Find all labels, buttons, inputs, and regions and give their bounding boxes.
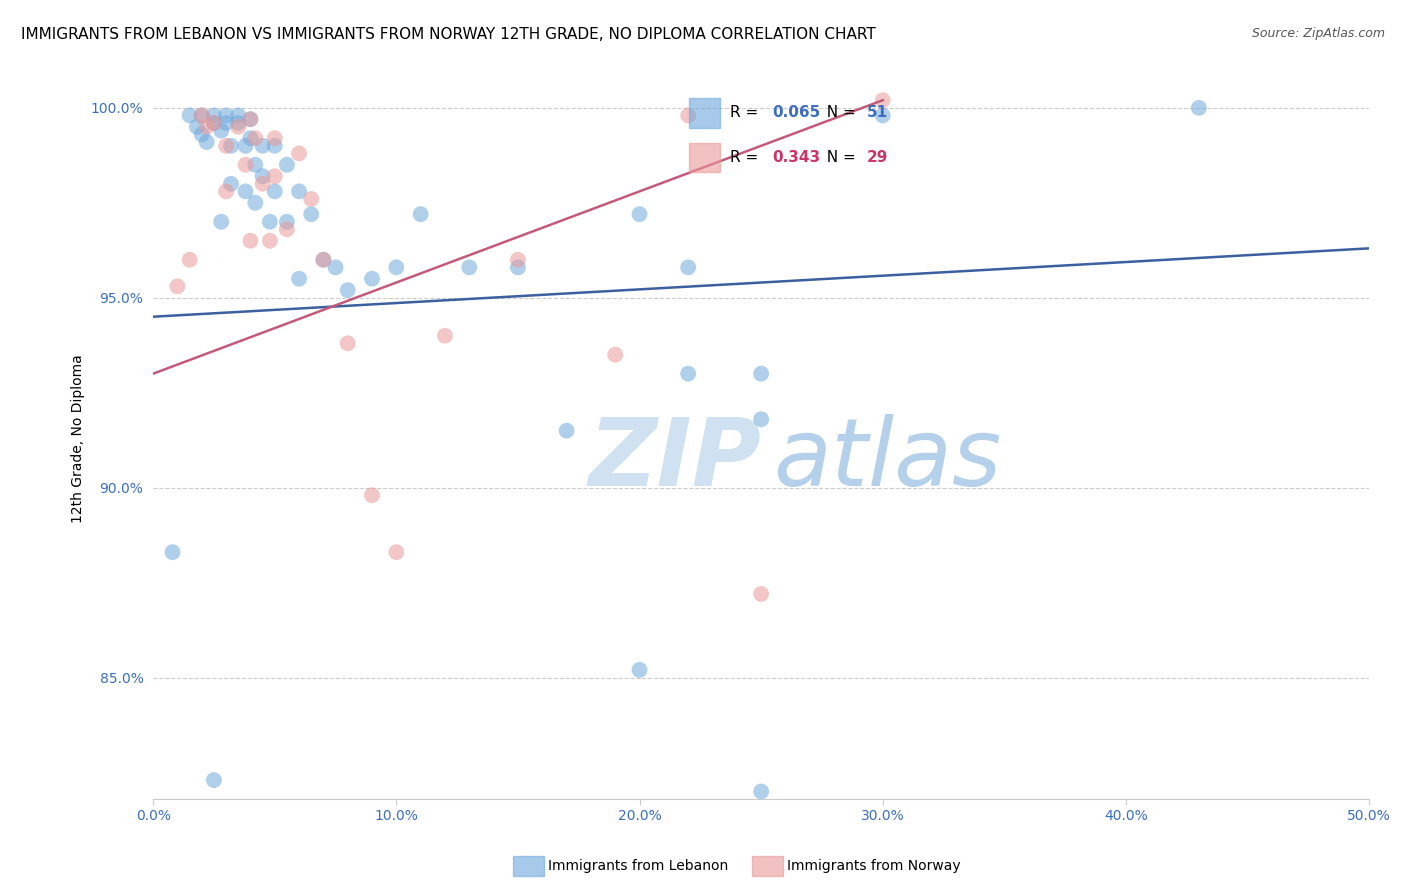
Point — [179, 252, 201, 267]
Point — [288, 271, 311, 285]
Point — [676, 108, 699, 122]
Point — [186, 120, 208, 134]
Point — [259, 234, 281, 248]
Point — [226, 108, 249, 122]
Text: Immigrants from Lebanon: Immigrants from Lebanon — [548, 859, 728, 873]
Point — [195, 120, 218, 134]
Point — [263, 185, 285, 199]
Text: Source: ZipAtlas.com: Source: ZipAtlas.com — [1251, 27, 1385, 40]
Point — [252, 138, 274, 153]
Point — [361, 271, 384, 285]
Point — [1188, 101, 1211, 115]
Point — [385, 545, 408, 559]
Point — [215, 185, 238, 199]
Text: IMMIGRANTS FROM LEBANON VS IMMIGRANTS FROM NORWAY 12TH GRADE, NO DIPLOMA CORRELA: IMMIGRANTS FROM LEBANON VS IMMIGRANTS FR… — [21, 27, 876, 42]
Point — [385, 260, 408, 275]
Point — [235, 185, 257, 199]
Point — [239, 112, 262, 127]
Point — [239, 234, 262, 248]
Text: atlas: atlas — [773, 415, 1001, 506]
Point — [336, 336, 359, 351]
Point — [409, 207, 432, 221]
Text: Immigrants from Norway: Immigrants from Norway — [787, 859, 960, 873]
Point — [872, 108, 894, 122]
Point — [872, 93, 894, 107]
Point — [202, 108, 225, 122]
Point — [215, 108, 238, 122]
Point — [191, 108, 214, 122]
Point — [245, 158, 267, 172]
Point — [191, 108, 214, 122]
Y-axis label: 12th Grade, No Diploma: 12th Grade, No Diploma — [72, 354, 86, 523]
Point — [312, 252, 335, 267]
Point — [166, 279, 188, 293]
Point — [276, 158, 298, 172]
Point — [288, 146, 311, 161]
Point — [252, 177, 274, 191]
Point — [215, 138, 238, 153]
Point — [433, 328, 456, 343]
Point — [555, 424, 578, 438]
Point — [215, 116, 238, 130]
Point — [239, 131, 262, 145]
Point — [276, 222, 298, 236]
Point — [458, 260, 481, 275]
Point — [299, 207, 322, 221]
Point — [749, 784, 772, 798]
Point — [299, 192, 322, 206]
Point — [276, 215, 298, 229]
Point — [628, 207, 651, 221]
Point — [506, 260, 529, 275]
Point — [749, 587, 772, 601]
Point — [506, 252, 529, 267]
Point — [263, 169, 285, 184]
Point — [226, 116, 249, 130]
Point — [312, 252, 335, 267]
Point — [239, 112, 262, 127]
Point — [179, 108, 201, 122]
Point — [209, 215, 232, 229]
Point — [202, 773, 225, 788]
Point — [219, 177, 242, 191]
Point — [749, 367, 772, 381]
Point — [749, 412, 772, 426]
Point — [245, 131, 267, 145]
Text: ZIP: ZIP — [588, 414, 761, 506]
Point — [226, 120, 249, 134]
Point — [245, 195, 267, 210]
Point — [259, 215, 281, 229]
Point — [325, 260, 347, 275]
Point — [676, 260, 699, 275]
Point — [235, 138, 257, 153]
Point — [162, 545, 184, 559]
Point — [219, 138, 242, 153]
Point — [605, 348, 627, 362]
Point — [361, 488, 384, 502]
Point — [252, 169, 274, 184]
Point — [263, 138, 285, 153]
Point — [628, 663, 651, 677]
Point — [263, 131, 285, 145]
Point — [676, 367, 699, 381]
Point — [191, 128, 214, 142]
Point — [288, 185, 311, 199]
Point — [336, 283, 359, 297]
Point — [209, 123, 232, 137]
Point — [202, 116, 225, 130]
Point — [195, 135, 218, 149]
Point — [235, 158, 257, 172]
Point — [202, 116, 225, 130]
